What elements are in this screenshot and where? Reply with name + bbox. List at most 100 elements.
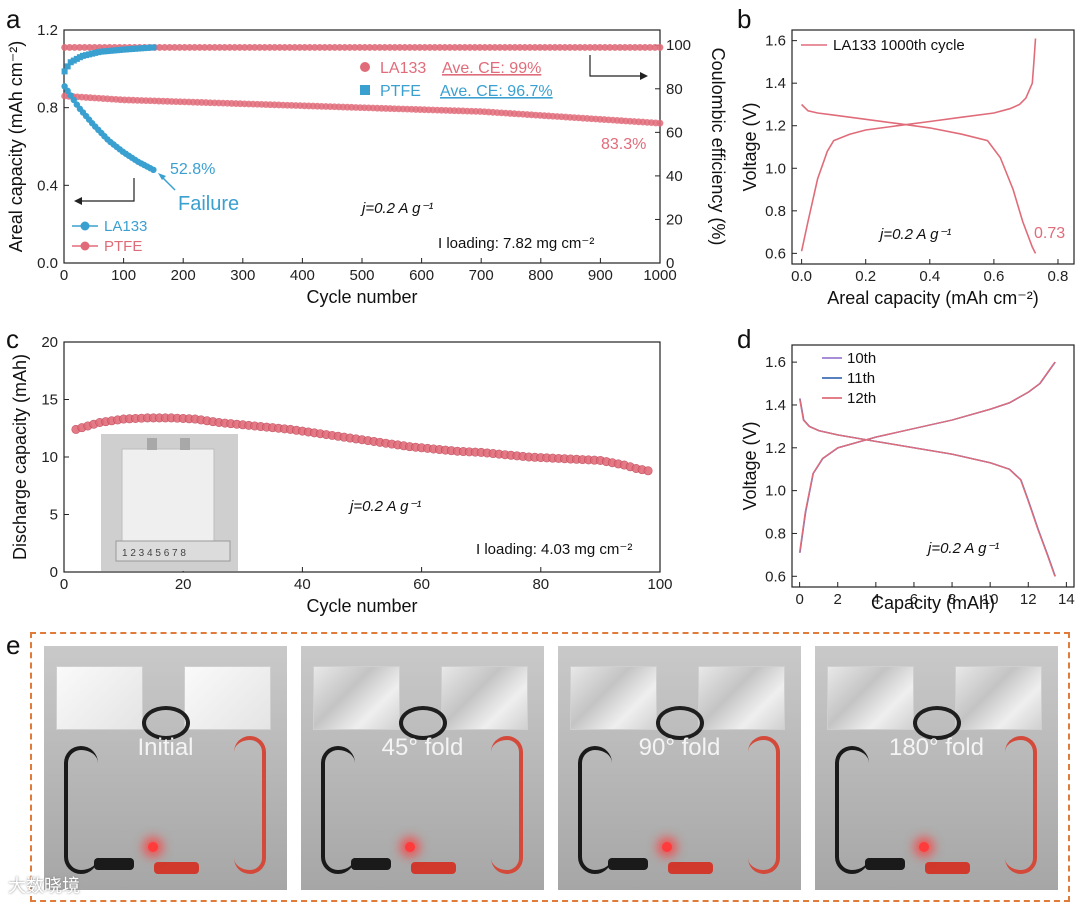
pouch-cell-right: [184, 666, 271, 730]
x-axis-label-a: Cycle number: [306, 287, 417, 307]
wire-coil: [656, 706, 704, 740]
ce-point-ptfe: [150, 44, 157, 51]
ce-point-la133: [501, 44, 509, 51]
photo-strip: Initial 45° fold 90° fold 180° fold: [30, 632, 1070, 902]
y-tick-label-c: 0: [50, 564, 58, 581]
x-tick-label-d: 6: [910, 591, 918, 608]
ce-point-la133: [261, 44, 269, 51]
ce-point-ptfe: [147, 44, 154, 51]
ce-point-la133: [526, 44, 534, 51]
ce-point-la133: [246, 44, 254, 51]
ce-legend-marker-ptfe: [360, 85, 370, 95]
ce-point-ptfe: [125, 46, 132, 53]
ce-point-la133: [356, 44, 364, 51]
x-tick-label-c: 0: [60, 576, 68, 593]
ce-point-ptfe: [61, 68, 68, 75]
y-tick-label-d: 1.2: [765, 440, 786, 457]
ce-point-la133: [201, 44, 209, 51]
y-tick-label-a: 0.0: [37, 255, 58, 272]
legend-label-a: PTFE: [104, 238, 142, 255]
ce-point-la133: [591, 44, 599, 51]
x-tick-label-a: 200: [171, 267, 196, 284]
ce-point-la133: [521, 44, 529, 51]
plot-frame-d: [791, 344, 1075, 588]
discharge-point-c: [643, 466, 653, 476]
curve-charge-d-11th: [799, 361, 1056, 553]
y-right-tick-label-a: 40: [666, 168, 683, 185]
inset-tab-right: [180, 438, 190, 450]
y-tick-label-b: 0.8: [765, 203, 786, 220]
ce-point-ptfe: [64, 63, 71, 70]
ce-point-ptfe: [110, 47, 117, 54]
annotation-loading-a: I loading: 7.82 mg cm⁻²: [438, 235, 594, 252]
ce-point-la133: [281, 44, 289, 51]
ce-point-la133: [61, 44, 68, 51]
ce-point-la133: [346, 44, 354, 51]
alligator-clip-red: [411, 862, 456, 874]
ce-point-la133: [616, 44, 624, 51]
x-tick-label-a: 900: [588, 267, 613, 284]
led-light: [662, 842, 672, 852]
ce-point-la133: [276, 44, 284, 51]
ce-point-la133: [546, 44, 554, 51]
ce-point-la133: [391, 44, 399, 51]
ce-point-la133: [321, 44, 329, 51]
y-right-tick-label-a: 60: [666, 124, 683, 141]
x-tick-label-d: 10: [982, 591, 999, 608]
y-tick-label-b: 1.4: [765, 75, 786, 92]
x-tick-label-d: 2: [834, 591, 842, 608]
photo-4: 180° fold: [815, 646, 1058, 890]
ce-point-la133: [556, 44, 564, 51]
ce-point-la133: [256, 44, 264, 51]
x-tick-label-c: 40: [294, 576, 311, 593]
ce-point-la133: [91, 44, 99, 51]
ce-point-la133: [156, 44, 164, 51]
ce-point-la133: [81, 44, 89, 51]
ce-point-la133: [516, 44, 524, 51]
ce-point-la133: [586, 44, 594, 51]
plot-frame-b: [791, 29, 1075, 265]
capacity-point-ptfe: [70, 96, 77, 104]
y-tick-label-a: 0.8: [37, 100, 58, 117]
alligator-clip-red: [925, 862, 970, 874]
arrowhead-right-a: [640, 72, 648, 80]
y-tick-label-d: 0.6: [765, 568, 786, 585]
y-axis-label-c: Discharge capacity (mAh): [10, 354, 30, 560]
y-right-tick-label-a: 100: [666, 37, 691, 54]
capacity-point-ptfe: [150, 166, 157, 173]
pouch-cell-right: [955, 666, 1042, 730]
annotation-current-a: j=0.2 A g⁻¹: [360, 200, 433, 217]
legend-marker-a: [80, 241, 90, 251]
ce-point-la133: [371, 44, 379, 51]
ce-point-la133: [561, 44, 569, 51]
ce-point-la133: [636, 44, 644, 51]
x-tick-label-a: 800: [528, 267, 553, 284]
annotation-failure: Failure: [178, 193, 239, 215]
ce-point-la133: [416, 44, 424, 51]
ce-point-la133: [396, 44, 404, 51]
alligator-clip-red: [668, 862, 713, 874]
annotation-capacity-b: 0.73: [1034, 225, 1065, 242]
ce-point-ptfe: [86, 51, 93, 58]
wire-red: [1005, 736, 1037, 874]
ce-point-la133: [576, 44, 584, 51]
wire-red: [748, 736, 780, 874]
ce-point-la133: [541, 44, 549, 51]
ce-point-la133: [326, 44, 334, 51]
ce-point-la133: [461, 44, 469, 51]
ce-point-la133: [621, 44, 629, 51]
wire-coil: [142, 706, 190, 740]
ce-point-ptfe: [92, 49, 99, 56]
ce-point-la133: [401, 44, 409, 51]
ce-legend-value: Ave. CE: 96.7%: [440, 83, 553, 100]
ce-point-la133: [626, 44, 634, 51]
panel-letter-e: e: [6, 630, 21, 660]
wire-black: [64, 746, 98, 874]
annotation-current-b: j=0.2 A g⁻¹: [878, 226, 951, 243]
curve-discharge-b: [801, 103, 1037, 254]
x-axis-label-c: Cycle number: [306, 596, 417, 616]
ce-point-la133: [71, 44, 79, 51]
y-tick-label-a: 0.4: [37, 177, 58, 194]
pouch-cell-right: [441, 666, 528, 730]
photo-caption: Initial: [137, 734, 194, 761]
